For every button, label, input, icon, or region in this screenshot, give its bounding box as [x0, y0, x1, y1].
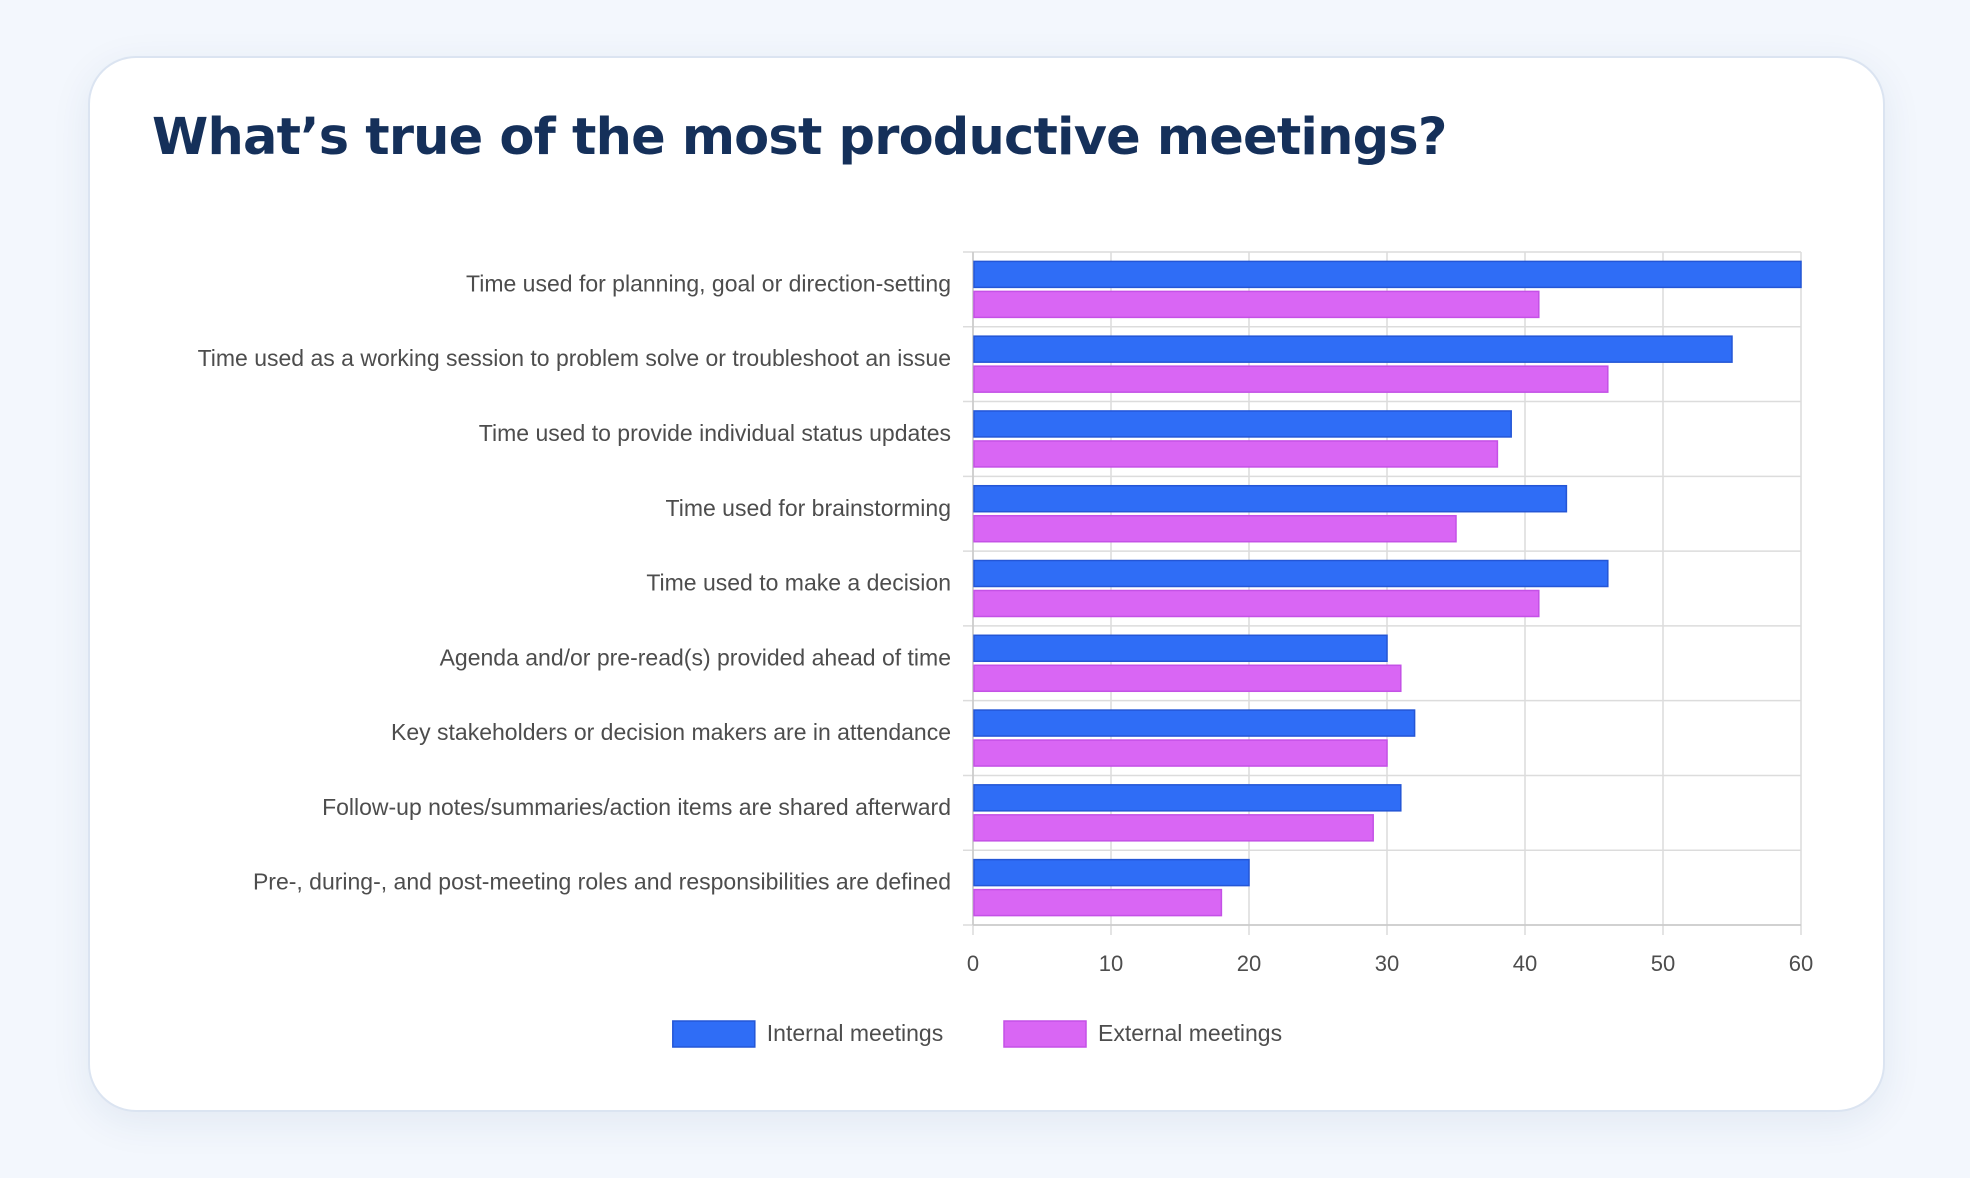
legend-swatch	[1003, 1020, 1087, 1048]
x-tick-label: 0	[967, 951, 979, 976]
bar-external-meetings	[973, 589, 1540, 618]
category-label: Key stakeholders or decision makers are …	[391, 719, 951, 745]
bar-external-meetings	[973, 888, 1223, 917]
bar-external-meetings	[973, 664, 1402, 693]
bar-internal-meetings	[973, 484, 1568, 513]
legend-label: Internal meetings	[767, 1020, 943, 1046]
bar-external-meetings	[973, 290, 1540, 319]
bar-internal-meetings	[973, 335, 1733, 363]
category-label: Time used as a working session to proble…	[198, 345, 951, 371]
bar-internal-meetings	[973, 784, 1402, 812]
bar-internal-meetings	[973, 410, 1512, 438]
category-label: Time used to provide individual status u…	[479, 420, 951, 446]
category-label: Pre-, during-, and post-meeting roles an…	[253, 869, 951, 895]
legend-label: External meetings	[1098, 1020, 1282, 1046]
bar-external-meetings	[973, 814, 1374, 842]
category-label: Time used for brainstorming	[666, 495, 951, 521]
x-tick-label: 20	[1237, 951, 1261, 976]
x-tick-label: 40	[1513, 951, 1537, 976]
category-label: Agenda and/or pre-read(s) provided ahead…	[440, 644, 951, 670]
bar-internal-meetings	[973, 709, 1416, 737]
bar-external-meetings	[973, 365, 1609, 393]
bar-internal-meetings	[973, 858, 1250, 887]
category-label: Follow-up notes/summaries/action items a…	[322, 794, 951, 820]
category-label: Time used for planning, goal or directio…	[466, 270, 951, 296]
legend-swatch	[672, 1020, 756, 1048]
bar-external-meetings	[973, 739, 1388, 767]
bar-internal-meetings	[973, 260, 1802, 289]
bar-external-meetings	[973, 440, 1499, 468]
x-tick-label: 30	[1375, 951, 1399, 976]
x-tick-label: 50	[1651, 951, 1675, 976]
x-tick-label: 60	[1789, 951, 1813, 976]
category-label: Time used to make a decision	[646, 570, 951, 596]
bar-internal-meetings	[973, 634, 1388, 663]
chart-title: What’s true of the most productive meeti…	[152, 108, 1447, 167]
bar-internal-meetings	[973, 559, 1609, 588]
x-tick-label: 10	[1099, 951, 1123, 976]
bar-external-meetings	[973, 514, 1457, 543]
